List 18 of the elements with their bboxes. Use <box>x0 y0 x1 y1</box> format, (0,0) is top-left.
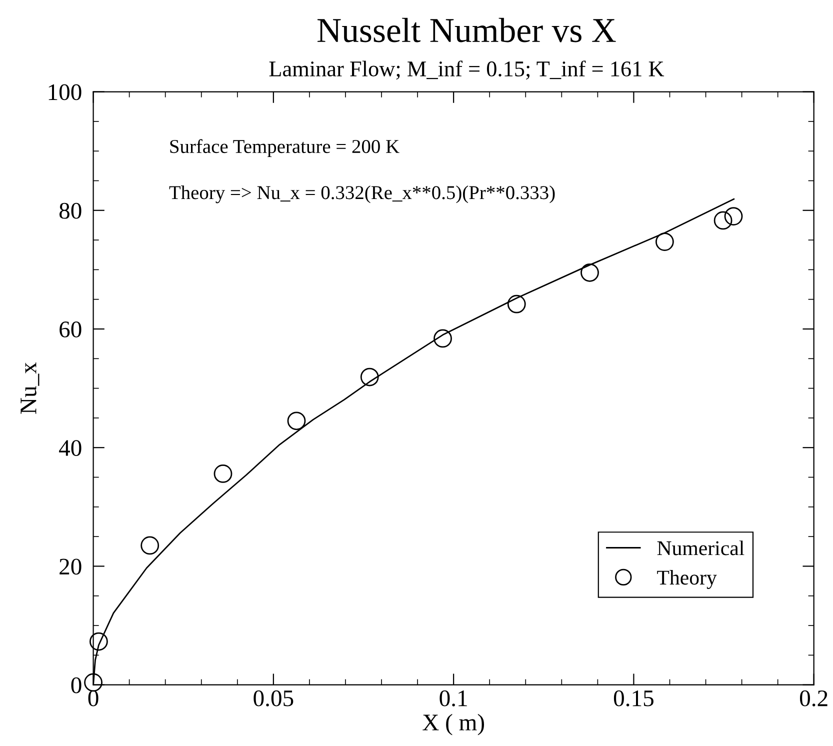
x-axis-title: X ( m) <box>422 714 484 736</box>
y-tick-label: 100 <box>48 84 82 100</box>
y-tick-label: 0 <box>71 677 82 694</box>
y-tick-label: 80 <box>59 202 82 219</box>
x-tick-label: 0.15 <box>614 690 654 706</box>
y-tick-label: 40 <box>59 440 82 456</box>
chart-subtitle: Laminar Flow; M_inf = 0.15; T_inf = 161 K <box>269 60 664 80</box>
y-tick-label: 20 <box>60 558 82 575</box>
legend-label: Numerical <box>657 540 744 556</box>
x-tick-label: 0.2 <box>800 690 828 706</box>
annotation: Theory => Nu_x = 0.332(Re_x**0.5)(Pr**0.333) <box>169 186 555 204</box>
y-axis-title: Nu_x <box>20 362 40 414</box>
x-tick-label: 0.1 <box>440 690 467 706</box>
legend-label: Theory <box>657 570 717 589</box>
chart-title: Nusselt Number vs X <box>318 18 616 42</box>
y-tick-label: 60 <box>60 321 82 338</box>
x-tick-label: 0.05 <box>254 690 294 706</box>
annotation: Surface Temperature = 200 K <box>170 139 400 158</box>
